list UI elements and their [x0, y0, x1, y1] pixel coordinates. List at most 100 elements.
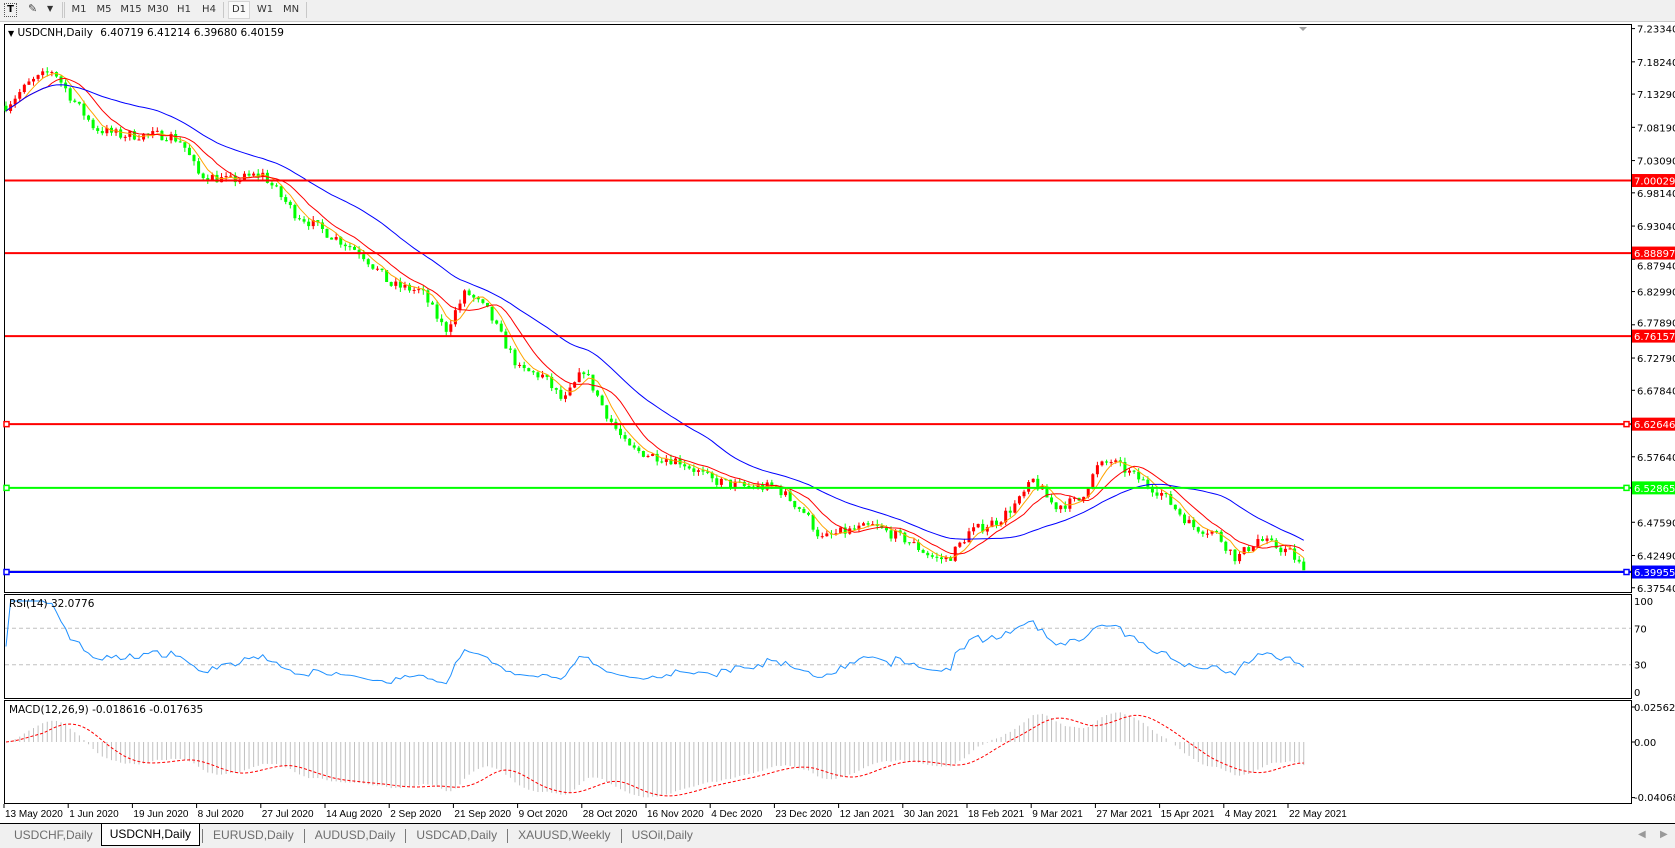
chart-tab[interactable]: USDCAD,Daily	[416, 828, 498, 842]
candle-body	[1297, 559, 1301, 562]
timeframe-w1-button[interactable]: W1	[256, 4, 274, 15]
candle-body	[793, 501, 797, 508]
candle-body	[302, 219, 306, 222]
price-tick-label: 6.67840	[1637, 386, 1675, 397]
candle-body	[513, 349, 517, 366]
candle-body	[59, 76, 63, 83]
candle-body	[119, 129, 123, 138]
candle-body	[206, 178, 210, 181]
candle-body	[1283, 548, 1287, 553]
candle-body	[843, 527, 847, 534]
candle-body	[976, 523, 980, 528]
line-handle-icon[interactable]	[1623, 568, 1630, 576]
timeframe-h4-button[interactable]: H4	[202, 4, 216, 15]
chart-tab[interactable]: XAUUSD,Weekly	[518, 828, 611, 842]
rsi-tick-label: 100	[1634, 597, 1653, 608]
candle-body	[1251, 546, 1255, 552]
candle-body	[527, 368, 531, 372]
candle-body	[1192, 519, 1196, 528]
chart-tab[interactable]: USDCNH,Daily	[100, 824, 201, 846]
line-handle-icon[interactable]	[3, 484, 10, 492]
candle-body	[151, 131, 155, 135]
candle-body	[1031, 478, 1035, 483]
date-tick-label: 12 Jan 2021	[840, 809, 895, 820]
candle-body	[311, 220, 315, 227]
candle-body	[50, 72, 54, 74]
price-tick-label: 6.82990	[1637, 288, 1675, 299]
timeframe-m5-button[interactable]: M5	[96, 4, 112, 15]
date-tick-label: 16 Nov 2020	[647, 809, 704, 820]
ma-fast-line	[5, 72, 1305, 559]
candle-body	[229, 175, 233, 177]
price-tag-label: 6.52865	[1634, 484, 1675, 495]
candle-body	[719, 478, 723, 485]
timeframe-h1-button[interactable]: H1	[177, 4, 191, 15]
toolbar-separator	[306, 2, 307, 18]
timeframe-mn-button[interactable]: MN	[282, 4, 300, 15]
timeframe-toolbar: T ✎ ▼ M1 M5 M15 M30 H1 H4 D1 W1 MN	[0, 0, 1675, 22]
line-handle-icon[interactable]	[1623, 420, 1630, 428]
candle-body	[609, 418, 613, 422]
candle-body	[463, 290, 467, 304]
price-tag	[1632, 481, 1675, 495]
price-tick-label: 7.08190	[1637, 123, 1675, 134]
tab-separator	[620, 829, 622, 843]
candle-body	[692, 468, 696, 472]
candle-body	[1091, 474, 1095, 489]
candle-body	[508, 348, 512, 350]
chart-tab[interactable]: USOil,Daily	[631, 828, 693, 842]
line-handle-icon[interactable]	[1623, 484, 1630, 492]
candle-body	[408, 284, 412, 291]
candle-body	[747, 486, 751, 488]
macd-tick-label: -0.040687	[1634, 793, 1675, 804]
candle-body	[1036, 478, 1040, 490]
line-handle-icon[interactable]	[3, 568, 10, 576]
candle-body	[641, 451, 645, 457]
chart-tab[interactable]: USDCHF,Daily	[14, 828, 93, 842]
chart-tab[interactable]: AUDUSD,Daily	[314, 828, 396, 842]
candle-body	[921, 550, 925, 553]
candle-body	[733, 481, 737, 488]
candle-body	[623, 435, 627, 439]
candle-body	[967, 531, 971, 543]
dropdown-arrow-icon[interactable]: ▼	[47, 4, 54, 13]
date-tick-label: 18 Feb 2021	[968, 809, 1025, 820]
chart-canvas[interactable]: 7.00029 6.88897 6.76157 6.62646 6.52865 6.399…	[0, 0, 1675, 823]
candle-body	[105, 127, 109, 134]
candle-body	[706, 471, 710, 473]
candle-body	[1137, 471, 1141, 480]
timeframe-d1-button[interactable]: D1	[228, 1, 250, 19]
date-tick-label: 8 Jul 2020	[198, 809, 245, 820]
price-tag-label: 6.62646	[1634, 420, 1675, 431]
price-tick-label: 6.77890	[1637, 319, 1675, 330]
toolbar-separator	[223, 2, 224, 18]
candle-body	[1128, 470, 1131, 473]
candle-body	[325, 228, 329, 238]
candle-body	[1059, 505, 1063, 510]
timeframe-m15-button[interactable]: M15	[120, 4, 142, 15]
candle-body	[504, 331, 508, 349]
chart-tab[interactable]: EURUSD,Daily	[213, 828, 294, 842]
candle-body	[270, 182, 274, 186]
candle-body	[426, 290, 430, 303]
cursor-tool-icon[interactable]: ✎	[28, 2, 38, 15]
chart-shift-marker-icon[interactable]	[1299, 27, 1307, 31]
date-tick-label: 19 Jun 2020	[133, 809, 188, 820]
line-handle-icon[interactable]	[3, 420, 10, 428]
timeframe-m30-button[interactable]: M30	[147, 4, 169, 15]
candle-body	[990, 520, 994, 528]
price-tick-label: 6.47590	[1637, 518, 1675, 529]
collapse-triangle-icon[interactable]: ▼	[8, 29, 15, 38]
candle-body	[1114, 460, 1118, 463]
scroll-left-icon[interactable]: ◀	[1638, 829, 1646, 840]
candle-body	[884, 527, 888, 531]
scroll-right-icon[interactable]: ▶	[1660, 829, 1668, 840]
rsi-panel-border	[4, 594, 1632, 699]
candle-body	[36, 75, 40, 79]
timeframe-m1-button[interactable]: M1	[71, 4, 87, 15]
candle-body	[1274, 540, 1278, 548]
candle-body	[582, 372, 586, 375]
candle-body	[353, 246, 357, 250]
candle-body	[1123, 462, 1127, 473]
text-tool-icon[interactable]: T	[4, 3, 17, 17]
